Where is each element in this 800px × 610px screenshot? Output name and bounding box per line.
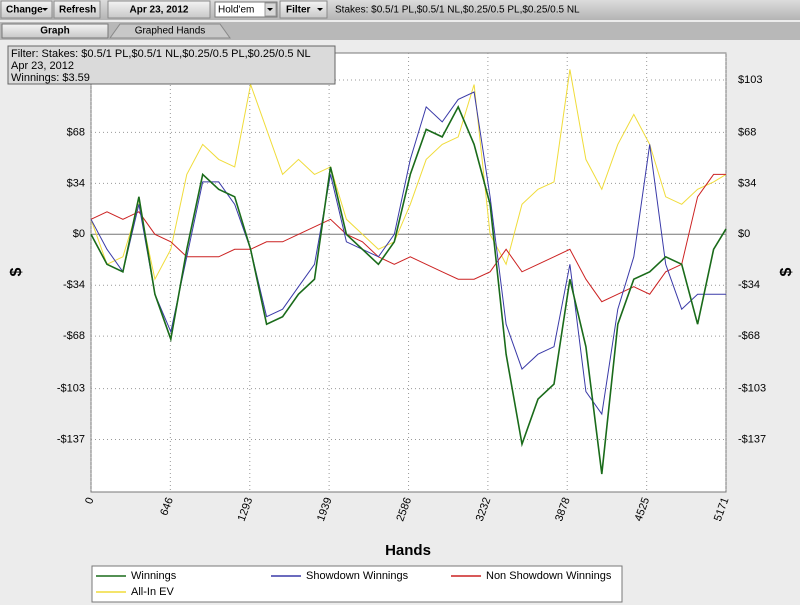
y2-tick-label: -$68: [738, 330, 760, 342]
y-axis-title: $: [8, 267, 25, 276]
y2-tick-label: $68: [738, 126, 756, 138]
button-label: Apr 23, 2012: [130, 5, 189, 16]
series-line: [90, 91, 726, 416]
y-tick-label: -$68: [63, 330, 85, 342]
button-label: Refresh: [59, 5, 96, 16]
plot-area: [90, 52, 727, 493]
info-line: Filter: Stakes: $0.5/1 PL,$0.5/1 NL,$0.2…: [11, 48, 311, 60]
y-tick-label: -$34: [63, 279, 85, 291]
series-line: [90, 105, 727, 475]
date-button[interactable]: Apr 23, 2012: [107, 0, 211, 19]
y2-tick-label: -$103: [738, 383, 766, 395]
graphed-hands-tab[interactable]: Graphed Hands: [109, 23, 231, 39]
filter-button[interactable]: Filter: [279, 0, 328, 19]
y2-tick-label: $34: [738, 177, 756, 189]
y2-axis-title: $: [778, 267, 795, 276]
button-label: Filter: [286, 5, 311, 16]
info-line: Winnings: $3.59: [11, 72, 90, 84]
series-line: [90, 69, 727, 281]
tab-label: Graph: [40, 26, 69, 37]
graph-tab[interactable]: Graph: [1, 23, 109, 39]
y-tick-label: $0: [73, 228, 85, 240]
legend-label: All-In EV: [131, 586, 174, 598]
x-tick-label: 0: [83, 496, 96, 506]
info-line: Apr 23, 2012: [11, 60, 74, 72]
refresh-button[interactable]: Refresh: [53, 0, 101, 19]
y-tick-label: $68: [67, 126, 85, 138]
x-axis-title: Hands: [385, 542, 431, 559]
tab-label: Graphed Hands: [135, 26, 206, 37]
legend-label: Non Showdown Winnings: [486, 570, 612, 582]
y2-tick-label: $0: [738, 228, 750, 240]
y-tick-label: -$137: [57, 433, 85, 445]
x-tick-label: 646: [158, 496, 176, 517]
change-button[interactable]: Change: [0, 0, 53, 19]
game-select[interactable]: Hold'em: [214, 1, 278, 18]
stakes-text: Stakes: $0.5/1 PL,$0.5/1 NL,$0.25/0.5 PL…: [335, 5, 580, 16]
legend-label: Winnings: [131, 570, 177, 582]
legend-label: Showdown Winnings: [306, 570, 409, 582]
y2-tick-label: -$137: [738, 433, 766, 445]
legend: [91, 565, 623, 603]
select-value: Hold'em: [218, 5, 254, 16]
y-tick-label: $34: [67, 177, 85, 189]
info-box: Filter: Stakes: $0.5/1 PL,$0.5/1 NL,$0.2…: [7, 45, 336, 85]
y-tick-label: -$103: [57, 383, 85, 395]
legend-items: Winnings Showdown Winnings Non Showdown Wi…: [96, 570, 612, 598]
y2-tick-label: -$34: [738, 279, 760, 291]
y2-tick-label: $103: [738, 74, 762, 86]
button-label: Change: [6, 5, 43, 16]
